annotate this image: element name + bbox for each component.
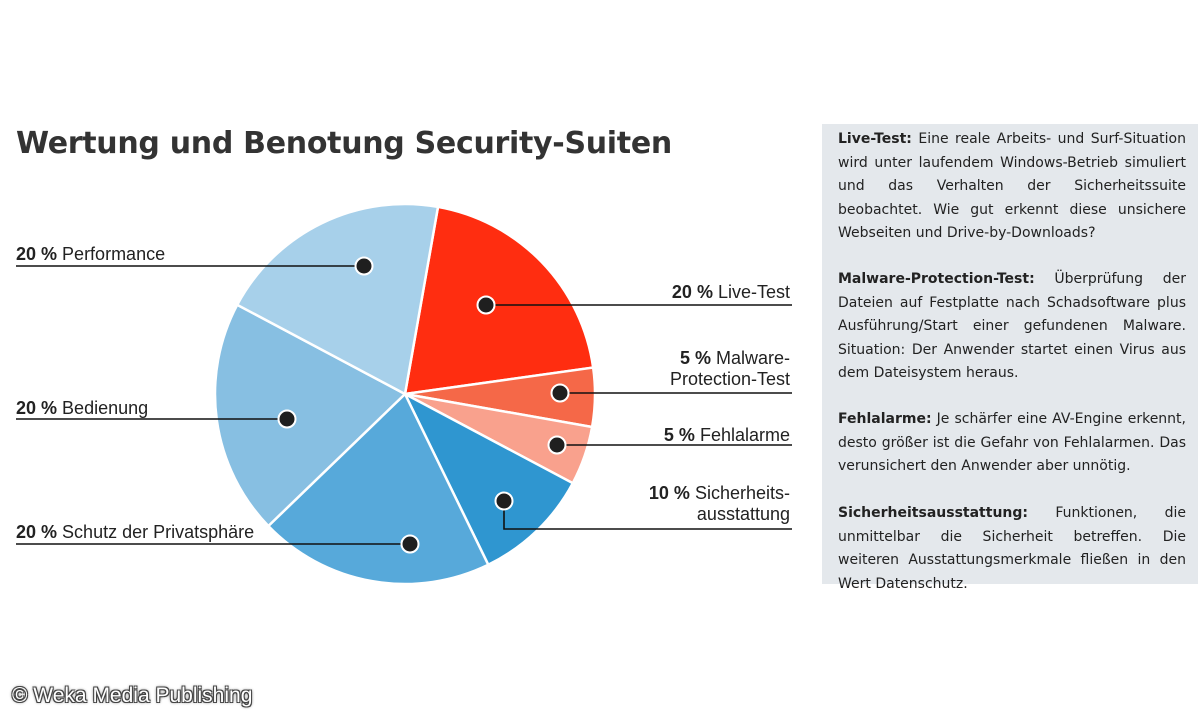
note-live-test: Live-Test: Eine reale Arbeits- und Surf-… (838, 128, 1186, 246)
label-sicherheit-line1: Sicherheits- (694, 483, 790, 503)
pie-slice-4 (402, 391, 575, 567)
label-fehlalarme: 5 % Fehlalarme (664, 425, 790, 446)
label-fehlalarme-text: Fehlalarme (699, 425, 790, 445)
leader-dot-1 (476, 295, 496, 315)
label-livetest: 20 % Live-Test (672, 282, 790, 303)
note-term: Sicherheitsausstattung: (838, 505, 1028, 521)
note-term: Malware-Protection-Test: (838, 271, 1035, 287)
label-privatsphaere-pct: 20 % (16, 522, 58, 542)
note-text: Funktionen, die unmittelbar die Sicherhe… (838, 505, 1186, 592)
label-performance-text: Performance (62, 244, 166, 264)
note-term: Live-Test: (838, 131, 912, 147)
label-performance-pct: 20 % (16, 244, 58, 264)
label-malware-line2: Protection-Test (669, 369, 790, 389)
note-sicherheitsausstattung: Sicherheitsausstattung: Funktionen, die … (838, 502, 1186, 596)
pie-slice-7 (235, 202, 440, 396)
label-livetest-text: Live-Test (717, 282, 790, 302)
leader-dot-5 (400, 534, 420, 554)
label-fehlalarme-pct: 5 % (663, 425, 695, 445)
chart-title: Wertung und Benotung Security-Suiten (16, 126, 672, 161)
label-bedienung: 20 % Bedienung (16, 398, 148, 419)
pie-chart (16, 202, 792, 586)
note-term: Fehlalarme: (838, 411, 932, 427)
pie-slice-6 (213, 303, 408, 528)
label-privatsphaere: 20 % Schutz der Privatsphäre (16, 522, 254, 543)
explanation-panel: Live-Test: Eine reale Arbeits- und Surf-… (822, 124, 1198, 592)
note-text: Je schärfer eine AV-Engine erkennt, dest… (838, 411, 1186, 474)
pie-slices (213, 202, 597, 586)
leader-dot-3 (547, 435, 567, 455)
label-sicherheit-pct: 10 % (648, 483, 690, 503)
leader-dot-7 (354, 256, 374, 276)
leader-lines (16, 256, 792, 554)
pie-slice-5 (266, 391, 490, 586)
label-livetest-pct: 20 % (671, 282, 713, 302)
label-malware: 5 % Malware- Protection-Test (670, 348, 790, 390)
label-sicherheit: 10 % Sicherheits- ausstattung (649, 483, 790, 525)
label-performance: 20 % Performance (16, 244, 165, 265)
label-privatsphaere-text: Schutz der Privatsphäre (62, 522, 255, 542)
note-text: Überprüfung der Dateien auf Festplatte n… (838, 271, 1186, 381)
label-bedienung-pct: 20 % (16, 398, 58, 418)
leader-dot-4 (494, 491, 514, 511)
note-malware-protection: Malware-Protection-Test: Überprüfung der… (838, 268, 1186, 386)
copyright-watermark: © Weka Media Publishing (12, 684, 253, 707)
label-bedienung-text: Bedienung (62, 398, 149, 418)
leader-dot-6 (277, 409, 297, 429)
leader-dot-2 (550, 383, 570, 403)
label-malware-line1: Malware- (715, 348, 790, 368)
note-text: Eine reale Arbeits- und Surf-Situation w… (838, 131, 1186, 241)
note-fehlalarme: Fehlalarme: Je schärfer eine AV-Engine e… (838, 408, 1186, 479)
label-malware-pct: 5 % (679, 348, 711, 368)
pie-slice-1 (403, 205, 595, 396)
label-sicherheit-line2: ausstattung (696, 504, 790, 524)
